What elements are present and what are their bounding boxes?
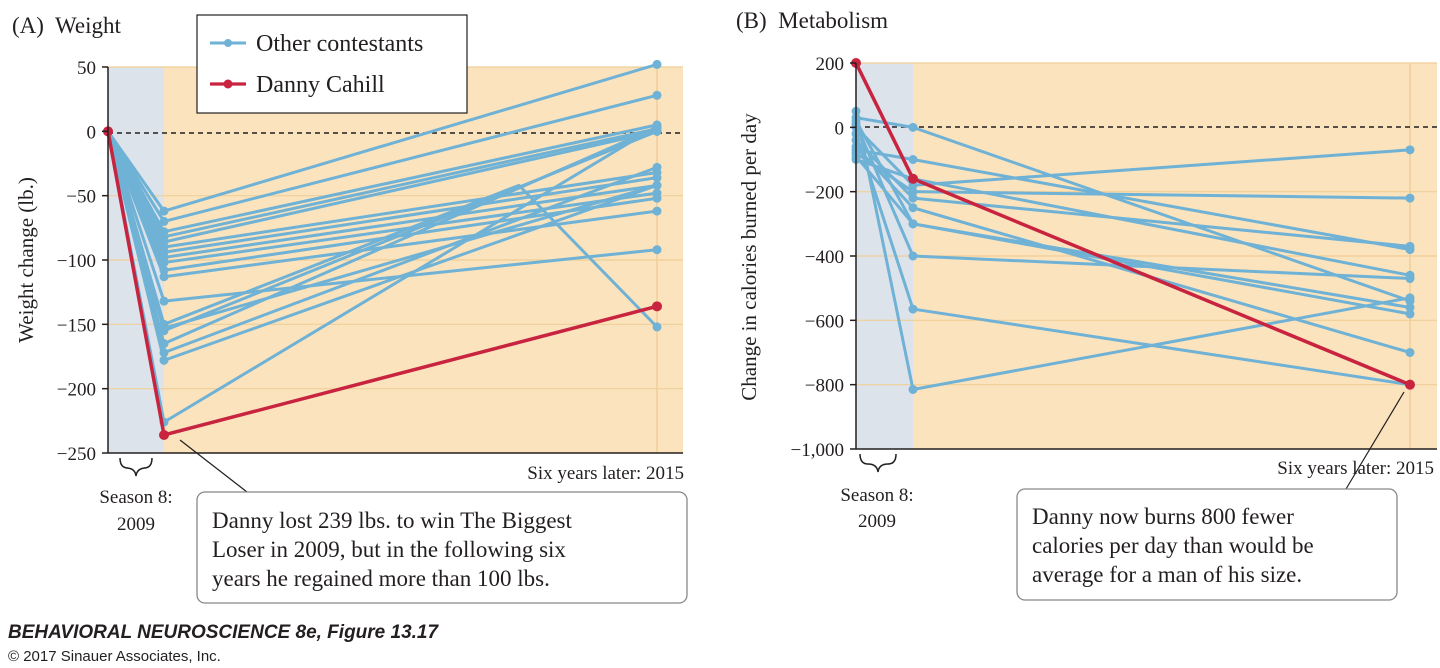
panel-b-other-contestants bbox=[851, 106, 1415, 394]
figure-credit: BEHAVIORAL NEUROSCIENCE 8e, Figure 13.17 bbox=[8, 622, 440, 643]
y-tick-label: −600 bbox=[805, 311, 844, 332]
panel-b-y-ticks: 200 0 −200 −400 −600 −800 −1,000 bbox=[791, 54, 856, 461]
y-tick-label: −50 bbox=[66, 187, 96, 208]
y-tick-label: −200 bbox=[57, 380, 96, 401]
contestant-point bbox=[159, 206, 169, 216]
y-tick-label: 50 bbox=[77, 58, 96, 79]
panel-b-metabolism-chart: 200 0 −200 −400 −600 −800 −1,000 (B) Metabolis… bbox=[736, 8, 1437, 601]
panel-a-later-label: Six years later: 2015 bbox=[527, 463, 684, 484]
contestant-point bbox=[652, 121, 662, 131]
contestant-point bbox=[652, 162, 662, 172]
y-tick-label: −150 bbox=[57, 315, 96, 336]
contestant-line bbox=[106, 130, 659, 328]
panel-b-title: (B) Metabolism bbox=[736, 8, 888, 33]
panel-b-annotation-box bbox=[1016, 488, 1398, 601]
legend-box bbox=[196, 14, 468, 114]
contestant-point bbox=[652, 59, 662, 69]
panel-a-danny bbox=[103, 126, 662, 440]
panel-b-season-brace bbox=[859, 453, 897, 473]
contestant-point bbox=[652, 173, 662, 183]
contestant-point bbox=[652, 180, 662, 190]
contestant-point bbox=[1405, 296, 1415, 306]
contestant-point bbox=[908, 155, 918, 164]
panel-a-annotation-line2: Loser in 2009, but in the following six bbox=[212, 537, 566, 562]
legend-others-marker bbox=[224, 39, 232, 47]
contestant-point bbox=[908, 219, 918, 229]
contestant-point bbox=[908, 193, 918, 203]
contestant-point bbox=[1405, 309, 1415, 319]
danny-point bbox=[908, 173, 918, 184]
contestant-point bbox=[1405, 241, 1415, 251]
panel-a-y-ticks: 50 0 −50 −100 −150 −200 −250 bbox=[57, 58, 108, 465]
y-tick-label: −250 bbox=[57, 444, 96, 465]
y-tick-label: −800 bbox=[805, 376, 844, 397]
legend-danny-marker bbox=[223, 79, 233, 89]
contestant-point bbox=[652, 322, 662, 332]
y-tick-label: 200 bbox=[816, 54, 845, 75]
panel-a-annotation-line3: years he regained more than 100 lbs. bbox=[212, 566, 550, 591]
legend-danny-label: Danny Cahill bbox=[256, 72, 385, 98]
contestant-point bbox=[908, 122, 918, 132]
contestant-point bbox=[1405, 145, 1415, 155]
contestant-point bbox=[908, 251, 918, 261]
contestant-point bbox=[159, 216, 169, 226]
panel-a-title: (A) Weight bbox=[12, 13, 121, 38]
contestant-point bbox=[159, 296, 169, 306]
panel-b-danny bbox=[851, 58, 1415, 390]
contestant-point bbox=[908, 203, 918, 213]
y-tick-label: 0 bbox=[87, 122, 97, 143]
contestant-point bbox=[1405, 274, 1415, 284]
panel-a-season-label-line2: 2009 bbox=[117, 514, 155, 535]
contestant-point bbox=[1405, 193, 1415, 203]
y-tick-label: −200 bbox=[805, 183, 844, 204]
panel-b-annotation-line3: average for a man of his size. bbox=[1032, 562, 1302, 587]
contestant-point bbox=[652, 245, 662, 255]
y-tick-label: 0 bbox=[835, 118, 845, 139]
panel-b-season-label-line2: 2009 bbox=[858, 511, 896, 532]
contestant-point bbox=[159, 272, 169, 282]
panel-a-annotation-pointer bbox=[179, 439, 248, 493]
panel-a-other-contestants bbox=[103, 59, 662, 427]
panel-a-y-label: Weight change (lb.) bbox=[14, 177, 38, 343]
contestant-point bbox=[908, 384, 918, 394]
panel-a-annotation-box bbox=[196, 491, 688, 604]
contestant-point bbox=[1405, 302, 1415, 312]
danny-point bbox=[652, 301, 662, 312]
panel-a-season-brace bbox=[119, 457, 153, 477]
panel-b-annotation-line1: Danny now burns 800 fewer bbox=[1032, 504, 1294, 529]
y-tick-label: −100 bbox=[57, 251, 96, 272]
danny-point bbox=[1405, 379, 1415, 390]
panel-a-legend: Other contestants Danny Cahill bbox=[196, 14, 468, 114]
danny-point bbox=[159, 429, 169, 440]
panel-a-annotation-line1: Danny lost 239 lbs. to win The Biggest bbox=[212, 508, 573, 533]
contestant-point bbox=[908, 304, 918, 314]
contestant-point bbox=[652, 90, 662, 100]
legend-others-label: Other contestants bbox=[256, 31, 423, 57]
panel-b-season-label-line1: Season 8: bbox=[840, 485, 913, 506]
contestant-point bbox=[159, 319, 169, 329]
y-tick-label: −400 bbox=[805, 247, 844, 268]
panel-b-later-label: Six years later: 2015 bbox=[1277, 458, 1434, 479]
panel-b-annotation-line2: calories per day than would be bbox=[1032, 533, 1314, 558]
panel-b-annotation-pointer bbox=[1345, 391, 1405, 490]
copyright-notice: © 2017 Sinauer Associates, Inc. bbox=[8, 648, 221, 665]
panel-a-weight-chart: 50 0 −50 −100 −150 −200 −250 (A) Weight Weight… bbox=[12, 13, 688, 604]
contestant-point bbox=[159, 355, 169, 365]
y-tick-label: −1,000 bbox=[791, 440, 844, 461]
contestant-point bbox=[1405, 348, 1415, 357]
contestant-point bbox=[652, 206, 662, 216]
panel-a-season-label-line1: Season 8: bbox=[99, 487, 172, 508]
panel-b-y-label: Change in calories burned per day bbox=[737, 113, 761, 401]
contestant-point bbox=[652, 193, 662, 203]
